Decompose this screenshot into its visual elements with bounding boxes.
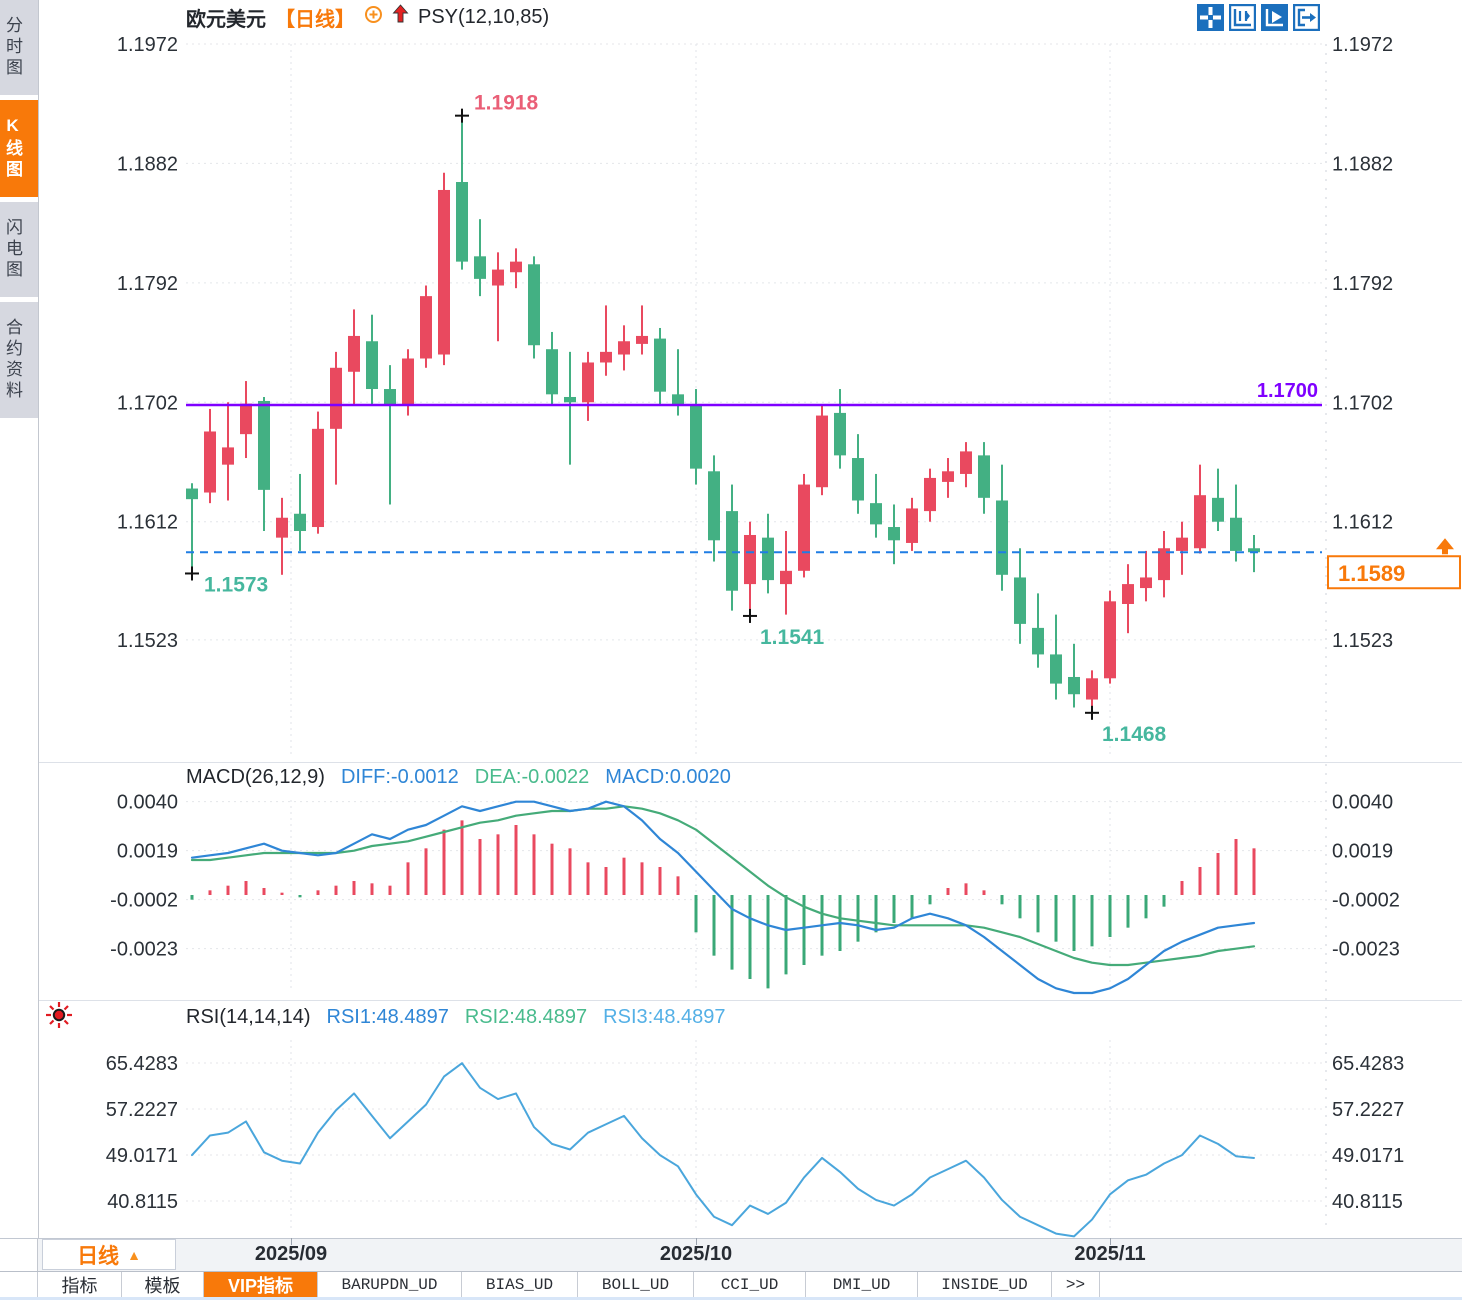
svg-text:1.1792: 1.1792 bbox=[1332, 273, 1393, 295]
circle-plus-icon[interactable] bbox=[364, 5, 383, 30]
period-selector-label: 日线 bbox=[77, 1244, 120, 1268]
bottom-accent-line bbox=[0, 1297, 1462, 1300]
period-tag: 【日线】 bbox=[275, 8, 355, 31]
macd-diff-value: DIFF:-0.0012 bbox=[340, 766, 459, 788]
svg-text:1.1882: 1.1882 bbox=[117, 153, 178, 175]
macd-title[interactable]: MACD(26,12,9) bbox=[186, 766, 325, 788]
move-icon[interactable] bbox=[1197, 4, 1224, 31]
rsi3-value: RSI3:48.4897 bbox=[603, 1006, 726, 1028]
tab-barupdn-ud[interactable]: BARUPDN_UD bbox=[318, 1272, 462, 1298]
price-macd-rsi-chart[interactable]: 1.1972 1.1972 1.1882 1.1882 1.1792 1.1792 1.17… bbox=[0, 0, 1462, 1238]
svg-text:1.1612: 1.1612 bbox=[1332, 512, 1393, 534]
svg-text:57.2227: 57.2227 bbox=[1332, 1099, 1404, 1121]
rsi-title[interactable]: RSI(14,14,14) bbox=[186, 1006, 311, 1028]
svg-text:1.1972: 1.1972 bbox=[1332, 34, 1393, 56]
svg-text:1.1700: 1.1700 bbox=[1257, 380, 1318, 402]
macd-header: MACD(26,12,9) DIFF:-0.0012 DEA:-0.0022 M… bbox=[186, 766, 731, 789]
x-axis-label-nov: 2025/11 bbox=[1074, 1243, 1146, 1265]
month-tick bbox=[291, 1238, 292, 1245]
macd-macd-value: MACD:0.0020 bbox=[605, 766, 731, 788]
pan-right-icon[interactable] bbox=[1292, 3, 1321, 32]
svg-text:-0.0023: -0.0023 bbox=[110, 939, 178, 961]
svg-text:0.0040: 0.0040 bbox=[1332, 792, 1393, 814]
svg-text:1.1573: 1.1573 bbox=[204, 573, 268, 596]
rsi2-value: RSI2:48.4897 bbox=[464, 1006, 588, 1028]
rsi1-value: RSI1:48.4897 bbox=[326, 1006, 449, 1028]
axis-zoom-icon[interactable] bbox=[1228, 3, 1257, 32]
svg-text:1.1702: 1.1702 bbox=[1332, 392, 1393, 414]
tab-indicators[interactable]: 指标 bbox=[38, 1272, 122, 1298]
red-up-arrow-icon[interactable] bbox=[392, 4, 409, 30]
svg-text:65.4283: 65.4283 bbox=[1332, 1053, 1404, 1075]
svg-text:-0.0002: -0.0002 bbox=[1332, 890, 1400, 912]
tab-more[interactable]: >> bbox=[1052, 1272, 1100, 1298]
sidebar-item-contract-info[interactable]: 合约资料 bbox=[0, 302, 38, 418]
sidebar-item-candlestick-chart[interactable]: K线图 bbox=[0, 100, 38, 197]
month-tick bbox=[1110, 1238, 1111, 1245]
svg-text:49.0171: 49.0171 bbox=[1332, 1145, 1404, 1167]
sun-marker-icon[interactable] bbox=[44, 1000, 74, 1035]
triangle-up-icon: ▲ bbox=[127, 1246, 141, 1263]
rsi-header: RSI(14,14,14) RSI1:48.4897 RSI2:48.4897 … bbox=[186, 1006, 726, 1029]
svg-text:-0.0002: -0.0002 bbox=[110, 890, 178, 912]
chart-header: 欧元美元 【日线】 PSY(12,10,85) bbox=[186, 3, 549, 31]
tab-dmi-ud[interactable]: DMI_UD bbox=[806, 1272, 918, 1298]
sidebar-item-timeline-chart[interactable]: 分时图 bbox=[0, 0, 38, 95]
tab-cci-ud[interactable]: CCI_UD bbox=[694, 1272, 806, 1298]
play-axis-icon[interactable] bbox=[1261, 4, 1288, 31]
svg-text:0.0040: 0.0040 bbox=[117, 792, 178, 814]
svg-text:0.0019: 0.0019 bbox=[117, 841, 178, 863]
svg-text:1.1523: 1.1523 bbox=[117, 630, 178, 652]
chart-toolbar bbox=[1197, 3, 1321, 32]
psy-indicator-label: PSY(12,10,85) bbox=[418, 5, 550, 28]
period-selector-button[interactable]: 日线 ▲ bbox=[42, 1239, 176, 1270]
svg-text:65.4283: 65.4283 bbox=[106, 1053, 178, 1075]
svg-text:1.1882: 1.1882 bbox=[1332, 153, 1393, 175]
svg-text:-0.0023: -0.0023 bbox=[1332, 939, 1400, 961]
svg-text:1.1792: 1.1792 bbox=[117, 273, 178, 295]
bottom-left-corner-cell bbox=[0, 1238, 38, 1271]
macd-dea-value: DEA:-0.0022 bbox=[474, 766, 590, 788]
svg-text:1.1972: 1.1972 bbox=[117, 34, 178, 56]
panel-divider bbox=[38, 1000, 1462, 1001]
svg-text:1.1918: 1.1918 bbox=[474, 92, 539, 115]
svg-text:49.0171: 49.0171 bbox=[106, 1145, 178, 1167]
month-tick bbox=[696, 1238, 697, 1245]
svg-text:57.2227: 57.2227 bbox=[106, 1099, 178, 1121]
sidebar-item-lightning-chart[interactable]: 闪电图 bbox=[0, 202, 38, 297]
x-axis-strip bbox=[38, 1238, 1462, 1272]
svg-text:0.0019: 0.0019 bbox=[1332, 841, 1393, 863]
svg-text:1.1612: 1.1612 bbox=[117, 512, 178, 534]
svg-text:1.1541: 1.1541 bbox=[760, 626, 825, 649]
tab-boll-ud[interactable]: BOLL_UD bbox=[578, 1272, 694, 1298]
svg-text:1.1702: 1.1702 bbox=[117, 392, 178, 414]
panel-divider bbox=[38, 762, 1462, 763]
svg-text:40.8115: 40.8115 bbox=[107, 1191, 178, 1213]
indicator-tab-bar: 指标 模板 VIP指标 BARUPDN_UD BIAS_UD BOLL_UD C… bbox=[0, 1271, 1462, 1298]
symbol-title: 欧元美元 bbox=[186, 8, 266, 31]
x-axis-label-sep: 2025/09 bbox=[254, 1243, 328, 1265]
svg-text:1.1468: 1.1468 bbox=[1102, 723, 1167, 746]
tab-bias-ud[interactable]: BIAS_UD bbox=[462, 1272, 578, 1298]
svg-text:40.8115: 40.8115 bbox=[1332, 1191, 1403, 1213]
left-sidebar: 分时图 K线图 闪电图 合约资料 bbox=[0, 0, 39, 1238]
tab-vip-indicators[interactable]: VIP指标 bbox=[204, 1272, 318, 1298]
svg-text:1.1589: 1.1589 bbox=[1338, 561, 1405, 586]
tab-templates[interactable]: 模板 bbox=[122, 1272, 204, 1298]
tab-bar-spacer bbox=[0, 1272, 38, 1298]
x-axis-label-oct: 2025/10 bbox=[659, 1243, 733, 1265]
svg-text:1.1523: 1.1523 bbox=[1332, 630, 1393, 652]
tab-inside-ud[interactable]: INSIDE_UD bbox=[918, 1272, 1052, 1298]
